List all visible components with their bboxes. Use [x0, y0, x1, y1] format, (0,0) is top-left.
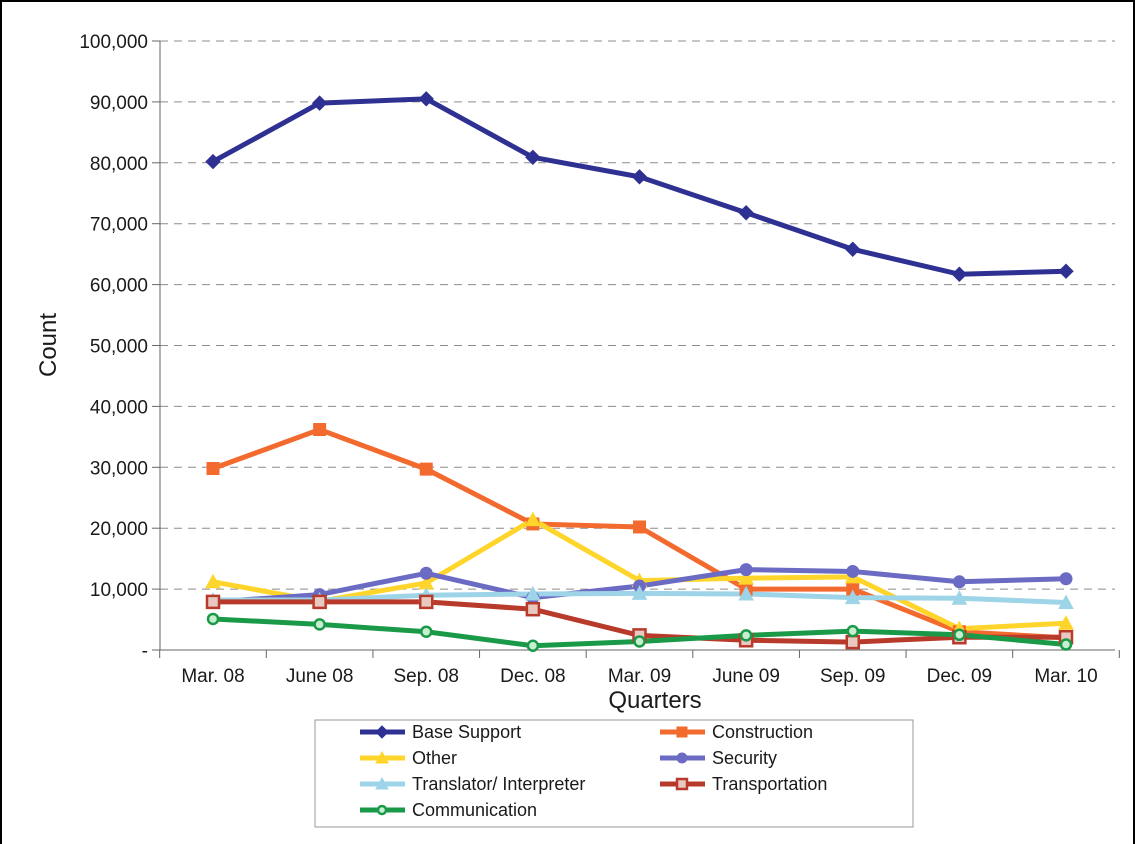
data-point-construction	[419, 462, 433, 476]
y-tick-label: 40,000	[90, 397, 148, 418]
data-point-translator-interpreter	[631, 585, 648, 600]
data-point-communication	[1059, 638, 1073, 651]
data-point-communication	[953, 628, 966, 642]
x-tick-label: Mar. 09	[608, 666, 671, 687]
legend-label-translator-interpreter: Translator/ Interpreter	[412, 774, 585, 794]
data-point-other	[1058, 615, 1074, 630]
legend-marker-other	[375, 750, 389, 764]
y-tick-label: 70,000	[90, 215, 148, 236]
data-point-communication	[313, 618, 326, 631]
legend-marker-transportation	[675, 777, 689, 791]
data-point-communication	[739, 629, 753, 642]
data-point-security	[952, 575, 966, 589]
data-point-base-support	[205, 153, 221, 170]
data-point-base-support	[951, 266, 968, 282]
y-axis-title: Count	[35, 313, 62, 377]
legend-marker-construction	[676, 726, 688, 738]
series-markers	[205, 91, 1074, 652]
x-tick-label: Mar. 10	[1034, 666, 1097, 687]
data-point-base-support	[525, 149, 541, 166]
data-point-communication	[526, 639, 540, 652]
data-point-base-support	[631, 169, 648, 185]
legend: Base Support Construction Other Security Tra…	[314, 719, 914, 828]
data-point-base-support	[1058, 263, 1074, 279]
legend-marker-base-support	[375, 725, 389, 739]
x-tick-label: Mar. 08	[181, 666, 244, 687]
data-point-transportation	[419, 594, 434, 610]
x-tick-label: Dec. 08	[500, 666, 565, 687]
x-tick-label: June 08	[286, 666, 354, 687]
data-point-transportation	[205, 594, 221, 610]
x-tick-label: Sep. 08	[394, 666, 460, 687]
data-point-communication	[206, 612, 220, 626]
legend-label-security: Security	[712, 748, 777, 768]
x-axis-title: Quarters	[608, 687, 701, 714]
data-point-transportation	[312, 594, 327, 610]
legend-marker-communication	[376, 804, 388, 816]
y-tick-label: 20,000	[90, 519, 148, 540]
data-point-translator-interpreter	[951, 590, 968, 605]
x-tick-label: Sep. 09	[820, 666, 886, 687]
y-tick-labels: - 10,000 20,000 30,000 40,000 50,000 60,000 70,…	[79, 32, 148, 662]
data-point-translator-interpreter	[844, 589, 861, 605]
data-point-translator-interpreter	[738, 585, 754, 601]
data-point-security	[846, 564, 860, 578]
y-tick-label: 60,000	[90, 276, 148, 297]
y-tick-label: 100,000	[79, 32, 148, 53]
data-point-communication	[633, 635, 646, 648]
series-line-base-support	[211, 96, 1067, 277]
legend-label-base-support: Base Support	[412, 722, 521, 742]
data-point-base-support	[418, 91, 434, 107]
data-point-base-support	[738, 205, 754, 221]
data-point-base-support	[845, 241, 861, 257]
legend-label-transportation: Transportation	[712, 774, 827, 794]
legend-label-construction: Construction	[712, 722, 813, 742]
data-point-other	[738, 570, 754, 585]
data-point-construction	[313, 423, 327, 437]
legend-box	[314, 719, 914, 828]
y-tick-label: 10,000	[90, 580, 148, 601]
y-tick-label: 30,000	[90, 458, 148, 479]
data-point-construction	[206, 462, 220, 476]
data-point-base-support	[311, 95, 328, 111]
legend-label-communication: Communication	[412, 800, 537, 820]
data-point-communication	[846, 624, 859, 638]
data-point-transportation	[525, 601, 541, 617]
data-point-other	[525, 511, 541, 527]
y-tick-label: 90,000	[90, 93, 148, 114]
data-point-security	[419, 566, 433, 580]
y-tick-label: 50,000	[90, 337, 148, 358]
data-point-security	[1059, 572, 1073, 586]
data-point-construction	[633, 520, 646, 534]
x-tick-label: Dec. 09	[927, 666, 992, 687]
y-tick-label: 80,000	[90, 154, 148, 175]
axes	[159, 41, 1120, 658]
x-tick-labels: Mar. 08 June 08 Sep. 08 Dec. 08 Mar. 09 June …	[181, 666, 1097, 687]
data-point-security	[739, 563, 753, 577]
gridlines	[152, 40, 1115, 651]
data-point-transportation	[845, 634, 860, 650]
legend-marker-translator-interpreter	[375, 776, 389, 790]
legend-marker-security	[676, 752, 688, 764]
y-tick-label: -	[142, 641, 148, 662]
x-tick-label: June 09	[712, 666, 780, 687]
data-point-other	[205, 573, 221, 589]
legend-label-other: Other	[412, 748, 457, 768]
data-point-communication	[420, 625, 433, 638]
data-point-translator-interpreter	[1058, 594, 1074, 609]
series-line-construction	[212, 427, 1067, 641]
data-point-translator-interpreter	[525, 585, 541, 601]
